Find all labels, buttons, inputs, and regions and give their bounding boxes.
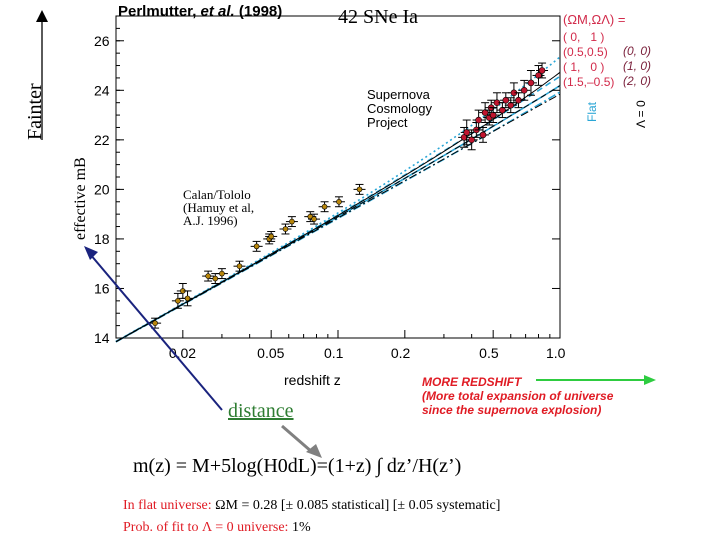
sn-point	[175, 298, 181, 304]
flat-label: Flat	[585, 101, 599, 122]
sn-point	[527, 79, 535, 87]
fainter-label: Fainter	[24, 83, 46, 140]
model-curve	[115, 56, 561, 342]
sn-point	[152, 320, 158, 326]
distance-arrowhead	[84, 246, 98, 260]
sn-point	[219, 270, 225, 277]
citation-author: Perlmutter,	[118, 3, 197, 20]
sn-point	[205, 273, 211, 279]
y-tick-label: 24	[94, 82, 110, 98]
sn-point	[479, 131, 487, 139]
x-tick-label: 0.02	[169, 345, 196, 361]
y-tick-label: 18	[94, 231, 110, 247]
flat-universe-label: In flat universe:	[123, 498, 212, 513]
lambda-zero-probability: Prob. of fit to Λ = 0 universe: 1%	[123, 520, 311, 536]
y-axis-label-text: effective mB	[72, 157, 89, 240]
x-tick-label: 0.5	[479, 345, 499, 361]
sn-point	[468, 136, 475, 144]
lambda-zero-label: Λ = 0	[634, 100, 648, 128]
sn-point	[236, 263, 243, 269]
x-tick-label: 0.05	[257, 345, 284, 361]
axis-ticks: 14 16 18 20 22 24 26 0.02 0.05 0.1 0.2 0.5 1.0	[94, 15, 566, 361]
prob-value: 1%	[291, 520, 311, 535]
sn-point	[475, 116, 482, 124]
omega-list-lambda0: (0, 0) (1, 0) (2, 0)	[623, 44, 652, 88]
sn-point	[502, 96, 510, 104]
calan-annotation: Calan/Tololo (Hamuy et al, A.J. 1996)	[183, 187, 255, 228]
y-tick-label: 26	[94, 33, 110, 49]
sn-point	[184, 295, 191, 302]
distance-formula-arrowhead	[306, 444, 322, 458]
sn-point	[507, 101, 515, 109]
y-tick-label: 16	[94, 280, 110, 296]
magnitude-formula: m(z) = M+5log(H0dL)=(1+z) ∫ dz’/H(z’)	[133, 455, 462, 477]
sn-point	[336, 198, 342, 205]
sn-point	[538, 67, 546, 74]
x-tick-label: 0.1	[324, 345, 344, 361]
x-axis-label-text: redshift z	[284, 372, 341, 388]
sn-point	[520, 87, 528, 94]
citation-etal: et al.	[200, 3, 235, 20]
flat-universe-value: ΩM = 0.28 [± 0.085 statistical] [± 0.05 …	[215, 498, 501, 513]
x-axis-label: redshift z	[284, 372, 341, 388]
redshift-arrowhead	[644, 375, 656, 385]
sn-point	[356, 186, 363, 193]
x-tick-label: 1.0	[546, 345, 566, 361]
x-tick-label: 0.2	[391, 345, 411, 361]
citation-year: (1998)	[238, 3, 283, 20]
arrows	[36, 10, 656, 458]
distance-formula-arrow	[281, 424, 313, 454]
chart-title: 42 SNe Ia	[338, 6, 418, 28]
sn-point	[535, 72, 542, 79]
project-annotation: Supernova Cosmology Project	[367, 87, 433, 130]
sn-point	[311, 216, 317, 222]
data-points	[149, 62, 549, 329]
sn-point	[253, 243, 260, 250]
fainter-arrowhead	[36, 10, 48, 22]
flat-universe-result: In flat universe: ΩM = 0.28 [± 0.085 sta…	[123, 498, 500, 514]
sn-point	[282, 226, 289, 232]
sn-point	[212, 275, 219, 282]
sn-point	[321, 203, 328, 210]
omega-list: ( 0, 1 ) (0.5,0.5) ( 1, 0 ) (1.5,–0.5)	[563, 30, 615, 89]
sn-point	[268, 233, 274, 240]
more-redshift-note: MORE REDSHIFT (More total expansion of u…	[422, 375, 614, 417]
prob-label: Prob. of fit to Λ = 0 universe:	[123, 520, 289, 535]
sn-point	[489, 111, 497, 119]
sn-point	[499, 106, 506, 114]
sn-point	[289, 218, 295, 225]
y-tick-label: 14	[94, 330, 110, 346]
sn-point	[463, 129, 471, 136]
distance-label: distance	[228, 400, 294, 422]
sn-point	[481, 109, 489, 116]
omega-header: (ΩM,ΩΛ) =	[563, 12, 626, 27]
y-tick-label: 22	[94, 132, 110, 148]
citation: Perlmutter, et al. (1998)	[118, 3, 282, 20]
y-tick-label: 20	[94, 181, 110, 197]
distance-to-ylabel-arrow	[89, 253, 223, 411]
y-axis-label: effective mB	[72, 157, 90, 240]
